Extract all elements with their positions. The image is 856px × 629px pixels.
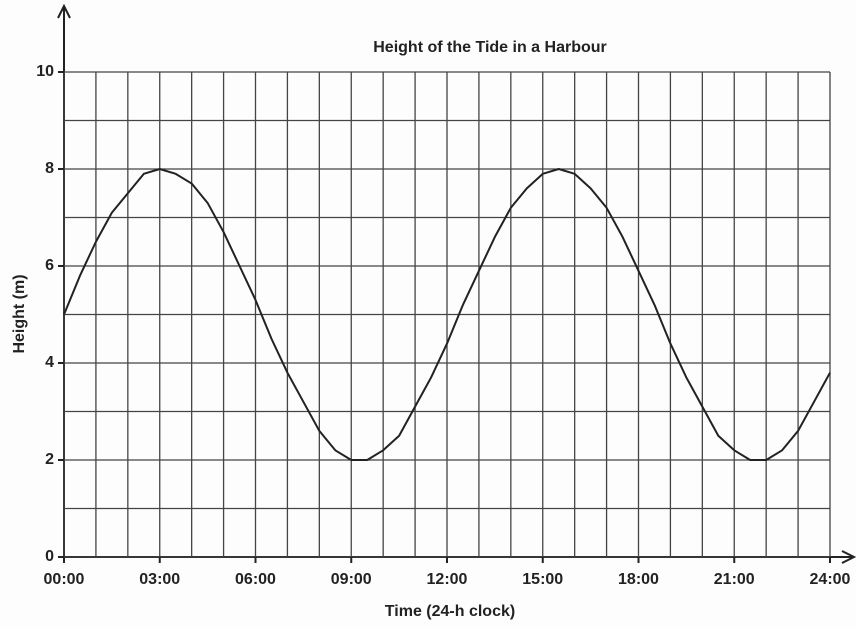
x-tick-label: 09:00 xyxy=(331,571,372,588)
chart-title: Height of the Tide in a Harbour xyxy=(373,39,607,56)
x-tick-label: 03:00 xyxy=(139,571,180,588)
y-axis-label: Height (m) xyxy=(11,274,28,353)
y-axis-arrow xyxy=(57,3,71,19)
x-tick-label: 15:00 xyxy=(522,571,563,588)
y-tick-label: 4 xyxy=(45,354,54,371)
x-tick-label: 12:00 xyxy=(427,571,468,588)
x-axis-arrow xyxy=(841,550,856,564)
x-tick-label: 21:00 xyxy=(714,571,755,588)
x-tick-label: 00:00 xyxy=(44,571,85,588)
y-tick-label: 0 xyxy=(45,548,54,565)
y-tick-label: 2 xyxy=(45,451,54,468)
x-tick-label: 06:00 xyxy=(235,571,276,588)
tide-line xyxy=(63,168,831,461)
x-tick-label: 24:00 xyxy=(810,571,851,588)
x-tick-label: 18:00 xyxy=(618,571,659,588)
x-axis-label: Time (24-h clock) xyxy=(385,603,515,620)
y-tick-label: 10 xyxy=(36,63,54,80)
y-tick-label: 6 xyxy=(45,257,54,274)
y-tick-label: 8 xyxy=(45,160,54,177)
